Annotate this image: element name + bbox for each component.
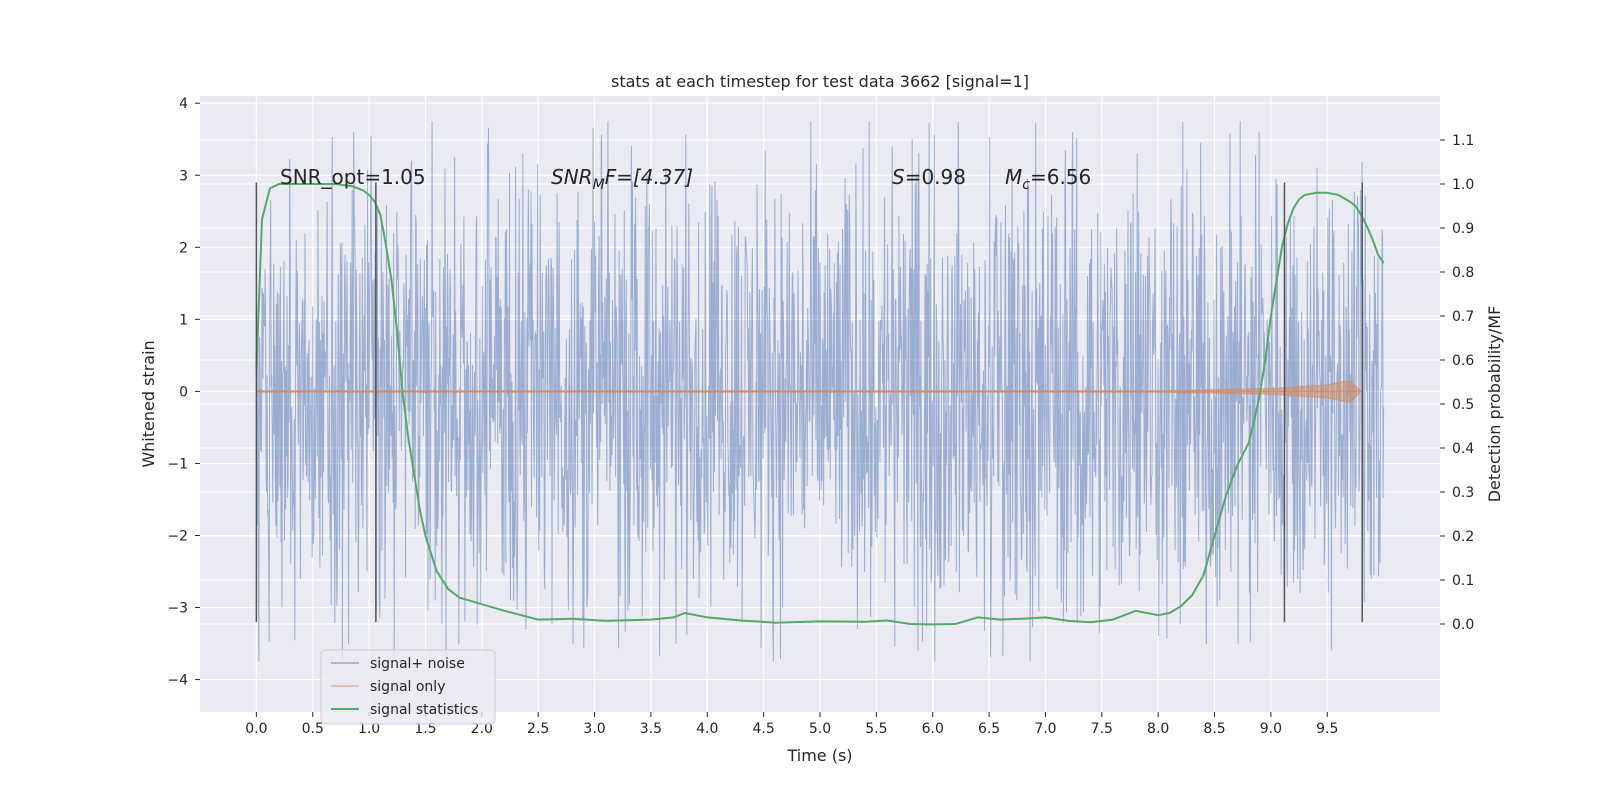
y-right-tick-label: 0.7 [1452, 309, 1474, 325]
legend-box [320, 649, 496, 725]
x-tick-label: 8.5 [1203, 721, 1225, 737]
annotation-s-tail: =0.98 [905, 165, 966, 189]
y-right-tick-label: 0.2 [1452, 529, 1474, 545]
y-left-tick-label: 2 [179, 240, 188, 256]
x-tick-label: 7.0 [1034, 721, 1056, 737]
y-right-tick-label: 0.8 [1452, 265, 1474, 281]
annotation-mc-main: M [1005, 165, 1022, 189]
y-left-tick-label: 4 [179, 96, 188, 112]
y-right-tick-label: 0.3 [1452, 485, 1474, 501]
legend-label-noise: signal+ noise [370, 656, 465, 672]
chart-title: stats at each timestep for test data 366… [611, 72, 1029, 91]
x-tick-label: 4.0 [696, 721, 718, 737]
x-tick-label: 3.5 [640, 721, 662, 737]
annotation-mc: Mc=6.56 [1005, 165, 1091, 193]
y-right-tick-label: 1.0 [1452, 177, 1474, 193]
annotation-snr-mf-sub: M [593, 177, 605, 193]
x-tick-label: 2.5 [527, 721, 549, 737]
y-right-tick-label: 0.6 [1452, 353, 1474, 369]
y-right-tick-label: 0.0 [1452, 617, 1474, 633]
y-left-tick-label: 1 [179, 312, 188, 328]
y-right-tick-label: 1.1 [1452, 133, 1474, 149]
x-tick-label: 1.0 [358, 721, 380, 737]
y-left-tick-label: 3 [179, 168, 188, 184]
x-tick-label: 0.5 [302, 721, 324, 737]
y-right-tick-label: 0.5 [1452, 397, 1474, 413]
signal-plus-noise-line [255, 121, 1385, 662]
y-left-tick-label: −1 [167, 456, 188, 472]
x-tick-label: 9.5 [1316, 721, 1338, 737]
series-signal-plus-noise [255, 121, 1385, 662]
annotation-snr-opt: SNR_opt=1.05 [280, 165, 426, 189]
y-right-tick-label: 0.1 [1452, 573, 1474, 589]
x-axis-ticks: 0.0 0.5 1.0 1.5 2.0 2.5 3.0 3.5 4.0 4.5 5.0 5.5 6.0 6… [245, 712, 1338, 737]
vertical-markers [255, 182, 1363, 622]
annotation-s: S=0.98 [892, 165, 966, 189]
series-signal-only [255, 380, 1362, 403]
x-tick-label: 6.5 [978, 721, 1000, 737]
x-tick-label: 4.5 [753, 721, 775, 737]
y-right-axis-ticks: 0.0 0.1 0.2 0.3 0.4 0.5 0.6 0.7 0.8 0.9 1.0 1.1 [1440, 133, 1474, 633]
annotation-mc-tail: =6.56 [1030, 165, 1091, 189]
y-left-axis-label: Whitened strain [139, 340, 158, 467]
x-tick-label: 5.0 [809, 721, 831, 737]
x-tick-label: 8.0 [1147, 721, 1169, 737]
legend: signal+ noise signal only signal statist… [320, 649, 496, 725]
annotation-snr-mf: SNRMF=[4.37] [551, 165, 693, 193]
legend-label-statistics: signal statistics [370, 702, 478, 718]
y-right-tick-label: 0.9 [1452, 221, 1474, 237]
x-tick-label: 0.0 [245, 721, 267, 737]
x-tick-label: 3.0 [583, 721, 605, 737]
x-tick-label: 5.5 [865, 721, 887, 737]
x-tick-label: 7.5 [1091, 721, 1113, 737]
y-left-tick-label: 0 [179, 384, 188, 400]
annotation-s-main: S [892, 165, 905, 189]
x-tick-label: 2.0 [471, 721, 493, 737]
y-left-tick-label: −3 [167, 601, 188, 617]
y-right-tick-label: 0.4 [1452, 441, 1474, 457]
y-left-axis-ticks: −4 −3 −2 −1 0 1 2 3 4 [167, 96, 200, 689]
x-tick-label: 6.0 [922, 721, 944, 737]
annotation-snr-mf-tail: F=[4.37] [605, 165, 693, 189]
legend-label-signal: signal only [370, 679, 445, 695]
x-axis-label: Time (s) [786, 746, 852, 765]
annotations: SNR_opt=1.05 SNRMF=[4.37] S=0.98 Mc=6.56 [280, 165, 1091, 193]
x-tick-label: 9.0 [1260, 721, 1282, 737]
y-left-tick-label: −4 [167, 673, 188, 689]
annotation-snr-mf-main: SNR [551, 165, 593, 189]
y-right-axis-label: Detection probability/MF [1485, 306, 1504, 503]
y-left-tick-label: −2 [167, 528, 188, 544]
annotation-mc-sub: c [1022, 177, 1030, 193]
x-tick-label: 1.5 [414, 721, 436, 737]
